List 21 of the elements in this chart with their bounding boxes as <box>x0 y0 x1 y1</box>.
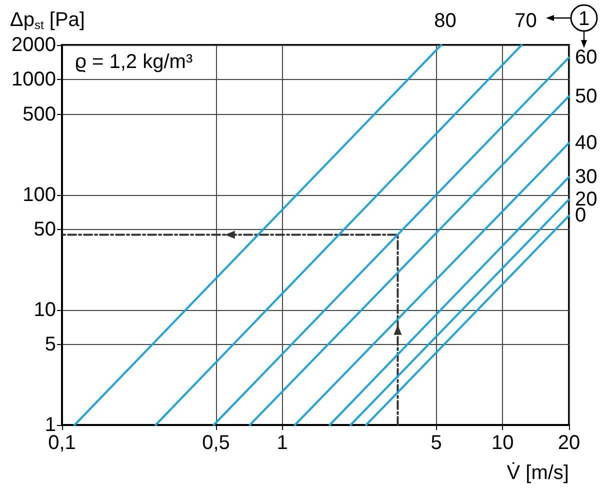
series-label: 40 <box>575 132 598 154</box>
y-tick-label: 100 <box>22 184 56 206</box>
x-tick-label: 0,5 <box>202 432 230 454</box>
x-tick-label: 5 <box>430 432 442 454</box>
y-tick-label: 500 <box>22 103 56 126</box>
series-label: 80 <box>434 10 456 32</box>
x-tick-label: 1 <box>276 432 288 454</box>
series-label: 50 <box>575 85 598 108</box>
series-label: 60 <box>575 46 598 68</box>
x-tick-label: 20 <box>558 432 580 454</box>
y-tick-label: 1000 <box>12 68 56 91</box>
series-label: 70 <box>514 10 537 32</box>
x-tick-label: 10 <box>492 432 514 454</box>
series-label: 30 <box>575 166 598 188</box>
annotation: ϱ = 1,2 kg/m³ <box>75 51 193 73</box>
y-tick-label: 2000 <box>12 34 56 56</box>
circled-number: 1 <box>570 4 598 32</box>
y-tick-label: 5 <box>44 334 56 356</box>
x-axis-title: V̇ [m/s] <box>506 462 569 484</box>
y-tick-label: 10 <box>34 298 56 321</box>
y-tick-label: 50 <box>34 218 56 240</box>
